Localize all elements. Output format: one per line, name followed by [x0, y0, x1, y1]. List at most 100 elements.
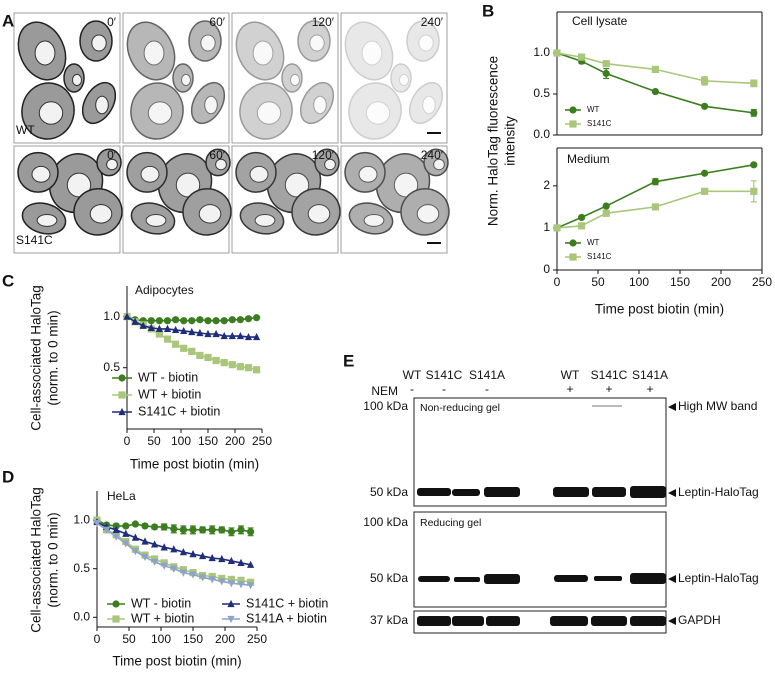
cell — [299, 81, 335, 125]
marker — [247, 582, 255, 590]
nucleus — [215, 158, 227, 171]
cell — [235, 21, 285, 81]
band-label: GAPDH — [678, 613, 721, 627]
faint-band — [592, 405, 622, 407]
marker — [208, 526, 216, 534]
marker — [253, 332, 261, 341]
nucleus — [418, 34, 434, 52]
treatment-sign: - — [410, 382, 414, 396]
marker — [141, 537, 149, 545]
legend-marker — [112, 600, 120, 608]
marker — [172, 325, 180, 334]
marker — [578, 53, 586, 61]
marker — [247, 560, 255, 568]
marker — [237, 558, 245, 566]
marker — [701, 102, 709, 110]
marker — [218, 526, 226, 534]
marker — [122, 540, 130, 548]
arrow — [668, 403, 676, 411]
row-label: WT — [16, 123, 35, 137]
marker — [237, 581, 245, 589]
y-tick-label: 1 — [543, 220, 550, 234]
cells — [126, 148, 232, 236]
marker — [651, 87, 660, 96]
marker — [750, 109, 758, 117]
y-tick-label: 0.0 — [533, 127, 550, 141]
marker — [228, 331, 236, 340]
marker — [112, 525, 120, 533]
legend-marker — [227, 615, 235, 624]
y-tick-label: 1.0 — [533, 45, 550, 59]
panel-label: A — [2, 11, 14, 30]
cells — [235, 148, 341, 236]
band — [418, 576, 450, 582]
cells — [344, 148, 450, 236]
cells — [344, 20, 444, 140]
marker — [123, 312, 131, 320]
marker — [208, 576, 216, 584]
marker — [578, 213, 586, 222]
marker — [180, 344, 188, 352]
nucleus — [140, 165, 160, 183]
nucleus — [91, 34, 107, 52]
lane-label: S141C — [426, 368, 463, 382]
y-tick-label: 1.0 — [73, 512, 90, 526]
legend-marker — [569, 253, 577, 261]
marker — [750, 79, 758, 87]
treatment-sign: - — [442, 382, 446, 396]
x-axis-label: Time post biotin (min) — [130, 457, 259, 472]
marker — [244, 332, 253, 341]
marker — [750, 187, 758, 195]
treatment-sign: - — [485, 382, 489, 396]
legend-label: S141C — [587, 252, 612, 261]
mw-marker: 37 kDa — [370, 613, 408, 627]
marker — [227, 556, 235, 565]
treatment-sign: + — [566, 382, 573, 396]
marker — [220, 317, 228, 325]
legend-label: S141A + biotin — [246, 611, 327, 625]
series-line — [556, 164, 754, 229]
arrow — [668, 617, 676, 625]
x-tick-label: 200 — [215, 632, 235, 646]
marker — [122, 529, 130, 537]
marker — [199, 551, 207, 560]
x-tick-label: 100 — [171, 434, 191, 448]
chart-title: Medium — [567, 152, 610, 166]
marker — [602, 60, 610, 68]
arrow — [668, 489, 676, 497]
nucleus — [324, 158, 336, 171]
chart-title: Cell lysate — [572, 14, 628, 28]
x-tick-label: 0 — [124, 434, 131, 448]
marker — [131, 317, 139, 325]
band — [550, 616, 588, 626]
marker — [160, 562, 168, 570]
nucleus — [38, 101, 64, 125]
marker — [180, 317, 188, 325]
blot — [413, 397, 667, 507]
marker — [204, 317, 212, 325]
panel-label: E — [343, 351, 354, 370]
treatment-label: NEM — [371, 384, 398, 398]
band — [630, 573, 666, 584]
marker — [651, 203, 659, 211]
marker — [196, 351, 204, 360]
x-tick-label: 0 — [94, 632, 101, 646]
marker — [155, 324, 163, 332]
y-tick-label: 2 — [543, 178, 550, 192]
nucleus — [72, 73, 82, 87]
marker — [204, 329, 212, 338]
marker — [151, 558, 159, 567]
legend-marker — [118, 374, 126, 382]
legend-marker — [112, 615, 120, 623]
marker — [147, 323, 155, 331]
x-tick-label: 50 — [122, 632, 136, 646]
micrograph — [340, 12, 448, 144]
marker — [170, 545, 178, 553]
marker — [553, 224, 561, 232]
marker — [189, 571, 197, 579]
nucleus — [200, 34, 216, 52]
marker — [228, 316, 236, 324]
nucleus — [363, 214, 385, 227]
band — [417, 488, 451, 496]
band — [591, 616, 627, 626]
